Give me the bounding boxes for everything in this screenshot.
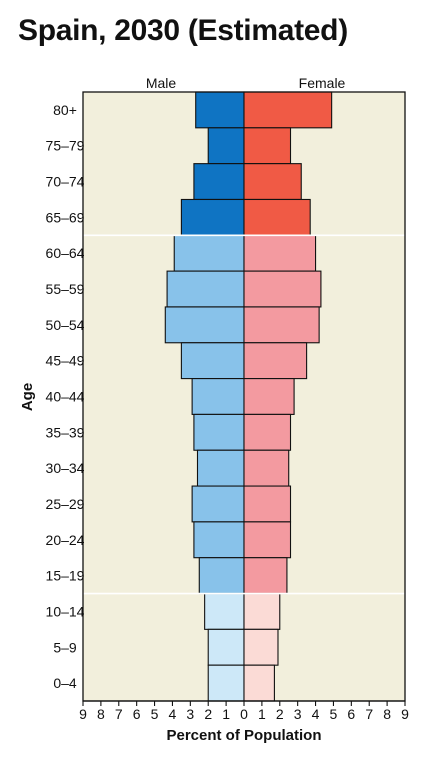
bar-female-1 xyxy=(243,127,292,165)
bar-male-16 xyxy=(207,664,245,702)
y-tick-label: 20–24 xyxy=(46,532,85,548)
y-tick-label: 0–4 xyxy=(53,675,77,691)
y-tick-label: 65–69 xyxy=(46,209,85,225)
x-tick-label: 1 xyxy=(258,706,266,722)
bar-male-11 xyxy=(191,485,245,523)
bar-male-15 xyxy=(207,628,245,666)
bar-female-2 xyxy=(243,163,302,201)
x-tick-label: 5 xyxy=(330,706,338,722)
bar-female-7 xyxy=(243,342,308,380)
bar-female-10 xyxy=(243,449,290,487)
y-tick-label: 75–79 xyxy=(46,138,85,154)
bar-male-8 xyxy=(191,378,245,415)
x-tick-label: 9 xyxy=(79,706,87,722)
bar-male-9 xyxy=(193,413,245,451)
bar-female-13 xyxy=(243,557,288,595)
bar-male-2 xyxy=(193,163,245,201)
y-tick-label: 25–29 xyxy=(46,496,85,512)
x-tick-label: 8 xyxy=(383,706,391,722)
y-tick-label: 55–59 xyxy=(46,281,85,297)
x-tick-label: 5 xyxy=(151,706,159,722)
y-tick-label: 70–74 xyxy=(46,174,85,190)
bar-female-16 xyxy=(243,664,275,702)
bar-male-12 xyxy=(193,521,245,559)
bar-male-6 xyxy=(164,306,245,344)
y-tick-label: 10–14 xyxy=(46,603,85,619)
y-tick-label: 40–44 xyxy=(46,389,85,405)
bar-female-9 xyxy=(243,413,292,451)
x-tick-label: 6 xyxy=(347,706,355,722)
bar-male-5 xyxy=(166,270,245,308)
group-separators xyxy=(83,234,405,595)
legend-female: Female xyxy=(299,75,346,91)
x-tick-label: 2 xyxy=(276,706,284,722)
y-axis-title: Age xyxy=(19,383,36,411)
y-tick-label: 45–49 xyxy=(46,353,85,369)
bar-female-12 xyxy=(243,521,292,559)
bar-female-6 xyxy=(243,306,320,344)
bar-female-8 xyxy=(243,378,295,415)
bar-male-0 xyxy=(195,91,245,129)
bar-female-15 xyxy=(243,628,279,666)
bar-male-13 xyxy=(198,557,245,595)
x-tick-label: 6 xyxy=(133,706,141,722)
x-tick-label: 7 xyxy=(115,706,123,722)
x-tick-label: 3 xyxy=(186,706,194,722)
x-tick-label: 8 xyxy=(97,706,105,722)
y-tick-label: 15–19 xyxy=(46,568,85,584)
bar-male-4 xyxy=(173,234,245,272)
y-tick-label: 50–54 xyxy=(46,317,85,333)
y-tick-label: 60–64 xyxy=(46,245,85,261)
x-tick-label: 7 xyxy=(365,706,373,722)
x-tick-label: 3 xyxy=(294,706,302,722)
x-tick-label: 4 xyxy=(312,706,320,722)
x-tick-label: 9 xyxy=(401,706,409,722)
x-tick-label: 4 xyxy=(169,706,177,722)
bar-male-10 xyxy=(196,449,245,487)
bar-female-4 xyxy=(243,234,317,272)
bar-female-0 xyxy=(243,91,333,129)
y-tick-label: 35–39 xyxy=(46,424,85,440)
bar-male-7 xyxy=(180,342,245,380)
bars-layer xyxy=(164,91,333,702)
y-tick-label: 80+ xyxy=(53,102,77,118)
bar-male-3 xyxy=(180,198,245,236)
bar-female-14 xyxy=(243,592,281,630)
y-tick-label: 30–34 xyxy=(46,460,85,476)
x-tick-label: 2 xyxy=(204,706,212,722)
bar-female-5 xyxy=(243,270,322,308)
x-tick-label: 1 xyxy=(222,706,230,722)
bar-female-11 xyxy=(243,485,292,523)
chart-title: Spain, 2030 (Estimated) xyxy=(18,14,348,47)
x-tick-label: 0 xyxy=(240,706,248,722)
legend-male: Male xyxy=(146,75,177,91)
x-axis-title: Percent of Population xyxy=(166,727,321,744)
y-tick-label: 5–9 xyxy=(53,639,77,655)
bar-female-3 xyxy=(243,198,311,236)
bar-male-1 xyxy=(207,127,245,165)
bar-male-14 xyxy=(204,592,245,630)
y-tick-labels: 80+ 75–79 70–74 65–69 60–64 55–59 50–54 45–49 40… xyxy=(46,102,85,691)
